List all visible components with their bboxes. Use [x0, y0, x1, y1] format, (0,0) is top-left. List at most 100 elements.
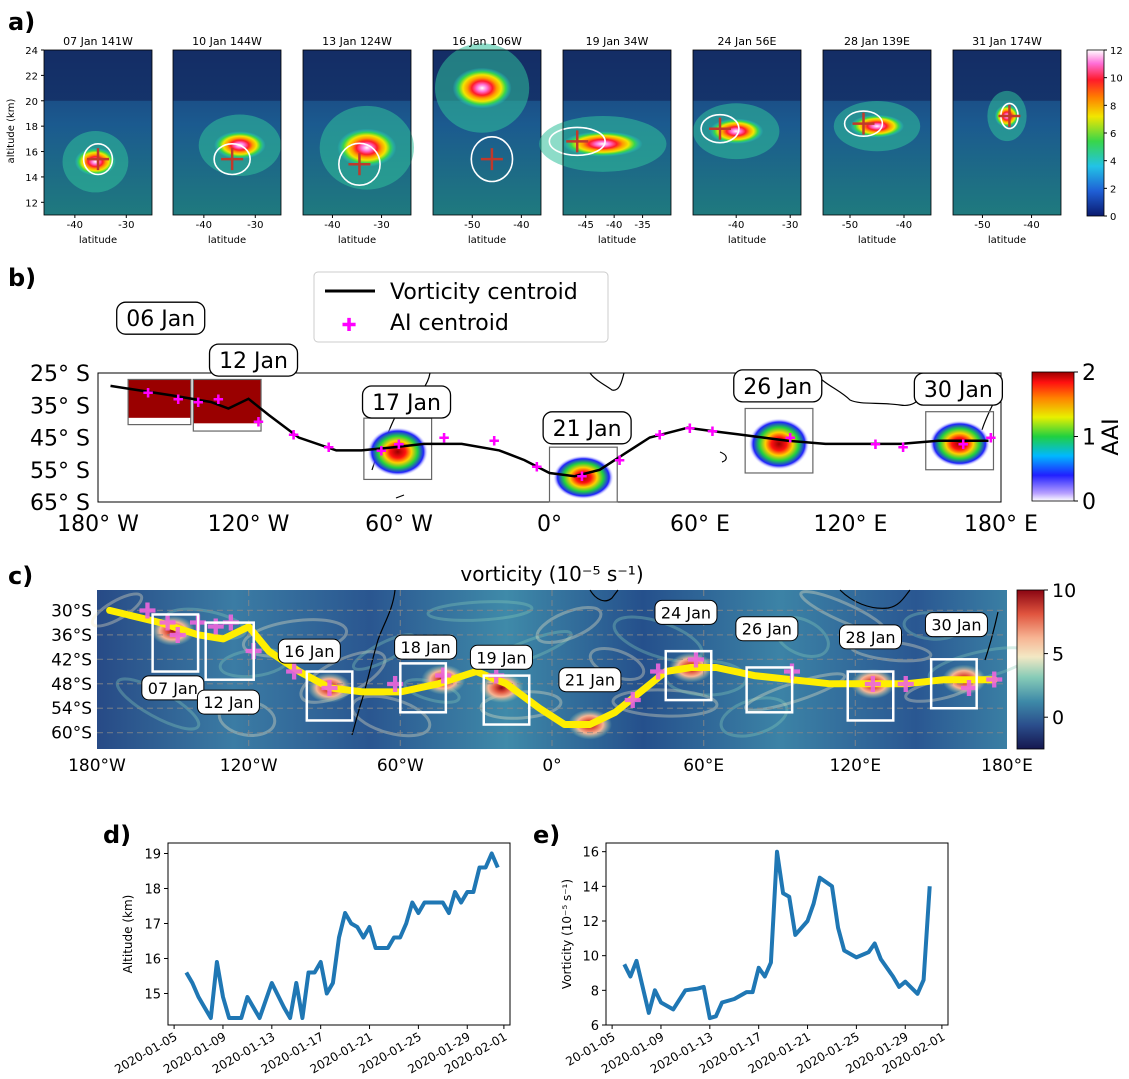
a-ytick-label: 16: [25, 148, 38, 159]
a-contour: [213, 142, 251, 176]
b-ai-point: ✚: [707, 425, 718, 440]
a-xlabel: latitude: [468, 235, 506, 246]
panel-b-aai-map: 180° W 120° W 60° W 0° 60° E 120° E 180° E 25° …: [30, 271, 1124, 537]
c-colorbar-ticks: 10 5 0: [1044, 580, 1076, 729]
c-date-label: 12 Jan: [203, 693, 253, 712]
b-date-label: 30 Jan: [924, 378, 993, 403]
b-legend: [313, 271, 609, 343]
a-contour: [338, 142, 381, 186]
a-ytick-label: 12: [25, 198, 38, 209]
b-xtick-label: 120° E: [814, 512, 888, 537]
b-ai-point: ✚: [439, 432, 450, 447]
d-ylabel: Altitude (km): [121, 895, 135, 974]
c-ai-point: ✚: [434, 665, 452, 690]
c-box: [929, 658, 978, 710]
b-box-frame: [127, 378, 192, 426]
c-date-labels: 07 Jan 12 Jan 16 Jan 18 Jan 19 Jan 21 Jan 24 J…: [141, 599, 988, 715]
e-ytick-label: 14: [582, 880, 599, 895]
c-box: [399, 662, 448, 714]
b-vorticity-line: [110, 384, 989, 478]
d-ticks: 15161718192020-01-052020-01-092020-01-13…: [112, 848, 509, 1077]
b-box: [548, 446, 618, 503]
b-xtick-label: 120° W: [208, 512, 290, 537]
panel-e-vorticity: Vorticity (10⁻⁵ s⁻¹) 681012141620-01-052…: [560, 842, 949, 1076]
c-ai-point: ✚: [138, 599, 156, 624]
b-ai-point: ✚: [785, 432, 796, 447]
b-date-label-box: [208, 343, 299, 377]
c-ai-point: ✚: [960, 677, 978, 702]
a-xlabel: latitude: [728, 235, 766, 246]
b-ai-point: ✚: [489, 435, 500, 450]
a-yticks: 12 14 16 18 20 22 24: [25, 46, 44, 209]
c-date-label-box: [277, 638, 341, 664]
b-box-fill: [748, 418, 810, 470]
b-date-labels: 06 Jan 12 Jan 17 Jan 21 Jan 26 Jan 30 Jan: [116, 301, 1004, 445]
a-xtick-label: -40: [67, 220, 83, 231]
b-box-fill: [128, 379, 191, 418]
b-date-label: 17 Jan: [372, 391, 441, 416]
e-ytick-label: 16: [582, 846, 599, 861]
a-subplot-frame: [692, 49, 802, 216]
panel-label-a: a): [8, 8, 35, 36]
c-ticks: 180°W 120°W 60°W 0° 60°E 120°E 180°E 30°S 36°S 42…: [51, 601, 1033, 776]
a-xtick-label: -30: [782, 220, 798, 231]
b-date-label-box: [116, 301, 206, 335]
b-ai-point: ✚: [685, 422, 696, 437]
b-ai-point: ✚: [173, 393, 184, 408]
a-colorbar-tick-label: 4: [1110, 157, 1116, 168]
a-xtick-label: -40: [728, 220, 744, 231]
b-xtick-label: 180° W: [57, 512, 139, 537]
b-box-frame: [548, 446, 618, 503]
c-ytick-label: 48°S: [51, 675, 92, 695]
b-box: [127, 378, 192, 426]
a-ytick-label: 14: [25, 173, 38, 184]
panel-c-vorticity-map: vorticity (10⁻⁵ s⁻¹) ✚ ✚✚ ✚ ✚✚✚✚✚ ✚ ✚ ✚✚✚ ✚ ✚ ✚ ✚ ✚…: [51, 562, 1076, 776]
c-box: [204, 621, 255, 681]
b-legend-entry-ai: AI centroid: [390, 311, 509, 336]
a-xtick-label: -50: [974, 220, 990, 231]
a-plume: [74, 147, 116, 176]
a-xlabel: latitude: [79, 235, 117, 246]
a-subplot: 19 Jan 34W -45 -40 -35 latitude: [539, 35, 672, 246]
c-xtick-label: 60°E: [683, 756, 724, 776]
b-box-frame: [192, 378, 262, 432]
c-ai-point: ✚: [487, 665, 505, 690]
a-contour: [470, 136, 514, 183]
b-ticks: 180° W 120° W 60° W 0° 60° E 120° E 180° E 25° …: [30, 362, 1038, 537]
e-line: [622, 849, 932, 1021]
e-ytick-label: 10: [582, 950, 599, 965]
a-colorbar-tick-label: 10: [1110, 74, 1123, 85]
b-ai-point: ✚: [986, 432, 997, 447]
a-upper-band: [693, 50, 801, 101]
a-xlabel: latitude: [208, 235, 246, 246]
e-ytick-label: 12: [582, 915, 599, 930]
b-ai-point: ✚: [577, 470, 588, 485]
b-colorbar-tick-label: 2: [1082, 361, 1096, 386]
b-box: [744, 407, 814, 474]
b-date-label: 06 Jan: [126, 307, 195, 332]
b-ai-point: ✚: [193, 396, 204, 411]
b-ai-point: ✚: [958, 438, 969, 453]
a-subplot-title: 07 Jan 141W: [63, 35, 133, 48]
c-box: [846, 670, 895, 722]
b-date-label: 26 Jan: [743, 375, 812, 400]
c-ai-point: ✚: [386, 673, 404, 698]
b-date-label-box: [361, 385, 452, 419]
a-subplot-frame: [302, 49, 412, 216]
a-xlabel: latitude: [988, 235, 1026, 246]
a-subplot-frame: [562, 49, 672, 216]
b-ai-point: ✚: [394, 438, 405, 453]
c-ai-point: ✚: [649, 661, 667, 686]
a-ytick-label: 18: [25, 122, 38, 133]
c-date-label: 18 Jan: [401, 638, 451, 657]
c-ai-point: ✚: [985, 669, 1003, 694]
a-plume: [563, 131, 643, 157]
a-xtick-label: -50: [842, 220, 858, 231]
b-ai-point: ✚: [870, 438, 881, 453]
a-plume: [452, 67, 512, 109]
c-box: [305, 670, 354, 722]
c-date-label-box: [141, 675, 205, 701]
b-xtick-label: 0°: [537, 512, 562, 537]
c-date-label-box: [196, 689, 260, 715]
